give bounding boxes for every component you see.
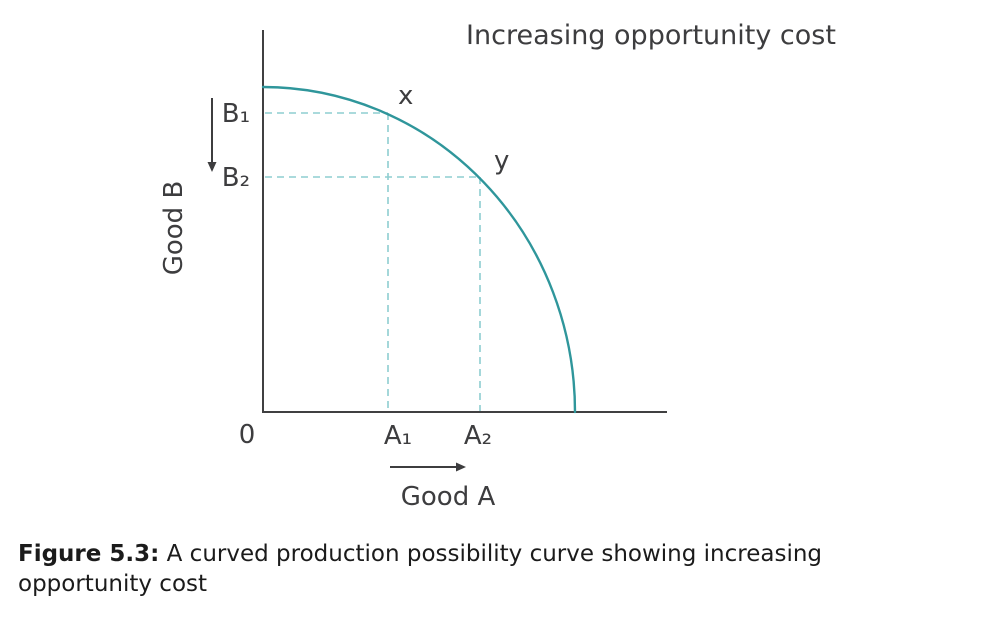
b1-tick-label: B₁ [222,99,250,129]
figure-caption-number: Figure 5.3: [18,541,160,567]
figure-caption-text: A curved production possibility curve sh… [18,541,823,597]
x-axis-title: Good A [401,482,496,512]
figure-caption: Figure 5.3: A curved production possibil… [18,540,918,600]
ppc-diagram: Increasing opportunity cost x y B₁ B₂ Go… [159,20,836,512]
point-x-label: x [398,81,413,111]
chart-title: Increasing opportunity cost [466,20,836,51]
a1-tick-label: A₁ [384,421,412,451]
ppc-curve [261,85,577,414]
a2-tick-label: A₂ [464,421,492,451]
y-axis-title: Good B [159,181,189,276]
point-y-label: y [494,146,509,176]
b2-tick-label: B₂ [222,163,250,193]
origin-label: 0 [239,420,256,450]
